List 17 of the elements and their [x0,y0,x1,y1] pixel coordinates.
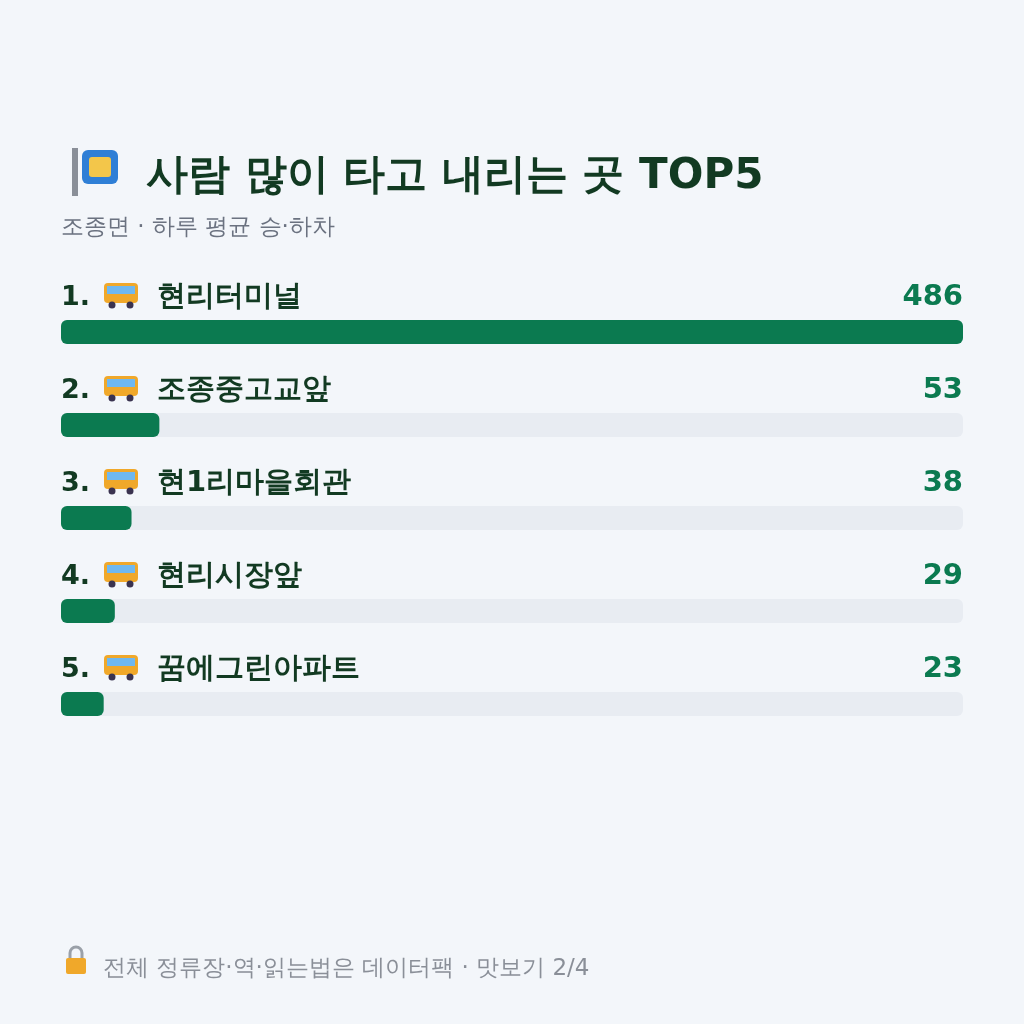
data-label: 53 [922,371,963,405]
chart-title: 사람 많이 타고 내리는 곳 TOP5 [146,149,764,198]
bar [61,413,160,437]
data-label: 486 [902,278,963,312]
category-label: 5. 꿈에그린아파트 [61,650,360,684]
bar [61,599,115,623]
data-label: 29 [922,557,963,591]
bar [61,506,132,530]
bar [61,692,104,716]
data-label: 23 [922,650,963,684]
data-label: 38 [922,464,963,498]
category-label: 2. 조종중고교앞 [61,371,331,405]
category-label: 3. 현1리마을회관 [61,464,352,498]
text: 전체 정류장·역·읽는법은 데이터팩 · 맛보기 2/4 [103,954,590,980]
category-label: 4. 현리시장앞 [61,557,302,591]
category-label: 1. 현리터미널 [61,278,302,312]
chart-subtitle: 조종면 · 하루 평균 승·하차 [61,213,335,239]
